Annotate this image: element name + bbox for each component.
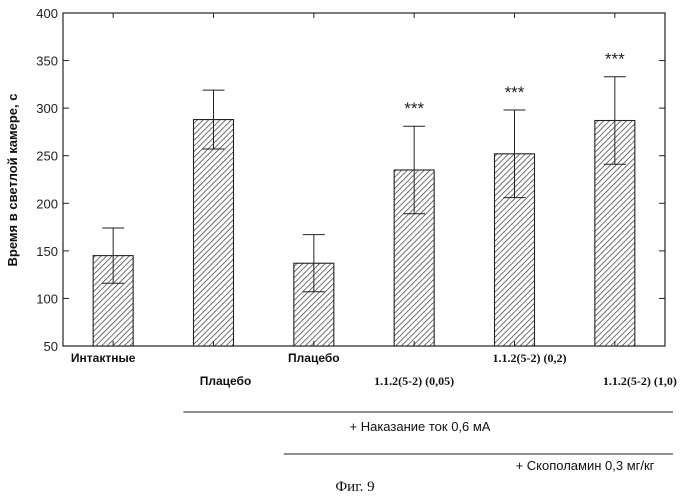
x-category-label: 1.1.2(5-2) (0,05) xyxy=(374,374,454,388)
x-category-label: 1.1.2(5-2) (0,2) xyxy=(493,351,567,365)
x-category-label: Плацебо xyxy=(288,351,340,365)
significance-marker: *** xyxy=(404,99,424,118)
x-category-label: 1.1.2(5-2) (1,0) xyxy=(603,374,677,388)
x-category-label: Плацебо xyxy=(200,374,252,388)
x-axis-labels: Интактные Плацебо Плацебо 1.1.2(5-2) (0,05)… xyxy=(71,351,677,388)
bar xyxy=(194,120,234,346)
group-label: + Скополамин 0,3 мг/кг xyxy=(516,458,655,473)
y-tick-label: 200 xyxy=(36,196,58,211)
y-tick-label: 400 xyxy=(36,6,58,21)
significance-marker: *** xyxy=(505,83,525,102)
significance-marker: *** xyxy=(605,50,625,69)
y-axis-label: Время в светлой камере, с xyxy=(5,94,20,267)
x-category-label: Интактные xyxy=(71,351,136,365)
y-tick-label: 100 xyxy=(36,291,58,306)
group-labels: + Наказание ток 0,6 мА + Скополамин 0,3 м… xyxy=(183,412,673,473)
y-tick-label: 250 xyxy=(36,149,58,164)
y-tick-label: 50 xyxy=(44,339,58,354)
y-tick-label: 350 xyxy=(36,54,58,69)
y-tick-label: 150 xyxy=(36,244,58,259)
group-label: + Наказание ток 0,6 мА xyxy=(350,419,491,434)
plot-area xyxy=(63,13,665,346)
figure-caption: Фиг. 9 xyxy=(335,479,374,495)
y-tick-label: 300 xyxy=(36,101,58,116)
